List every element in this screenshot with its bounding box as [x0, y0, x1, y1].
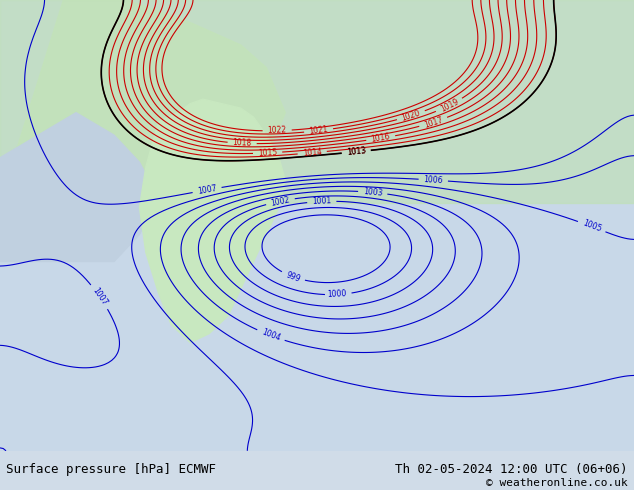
Text: 1017: 1017 [423, 115, 444, 129]
Text: 1018: 1018 [233, 138, 252, 148]
Text: 1013: 1013 [346, 147, 366, 157]
Polygon shape [0, 113, 158, 262]
Text: 1020: 1020 [401, 108, 422, 123]
Text: 1003: 1003 [363, 187, 383, 198]
Text: 1000: 1000 [327, 290, 347, 299]
Text: 1016: 1016 [370, 132, 391, 144]
Text: 1006: 1006 [424, 175, 443, 185]
Text: 1007: 1007 [91, 286, 109, 307]
Text: 1019: 1019 [439, 97, 460, 114]
Polygon shape [0, 0, 285, 203]
Text: Th 02-05-2024 12:00 UTC (06+06): Th 02-05-2024 12:00 UTC (06+06) [395, 463, 628, 476]
Text: 1004: 1004 [260, 328, 281, 343]
Text: 999: 999 [285, 270, 302, 284]
Text: 1013: 1013 [346, 147, 366, 157]
Text: 1014: 1014 [302, 147, 322, 158]
Polygon shape [139, 99, 285, 343]
Text: 1001: 1001 [312, 196, 332, 206]
Text: 1002: 1002 [270, 195, 291, 208]
Text: 1021: 1021 [309, 125, 328, 136]
Text: 1015: 1015 [258, 148, 278, 158]
Text: © weatheronline.co.uk: © weatheronline.co.uk [486, 478, 628, 488]
Text: 1007: 1007 [197, 184, 217, 196]
Text: Surface pressure [hPa] ECMWF: Surface pressure [hPa] ECMWF [6, 463, 216, 476]
Text: 1005: 1005 [581, 219, 602, 234]
Text: 1022: 1022 [268, 126, 287, 135]
